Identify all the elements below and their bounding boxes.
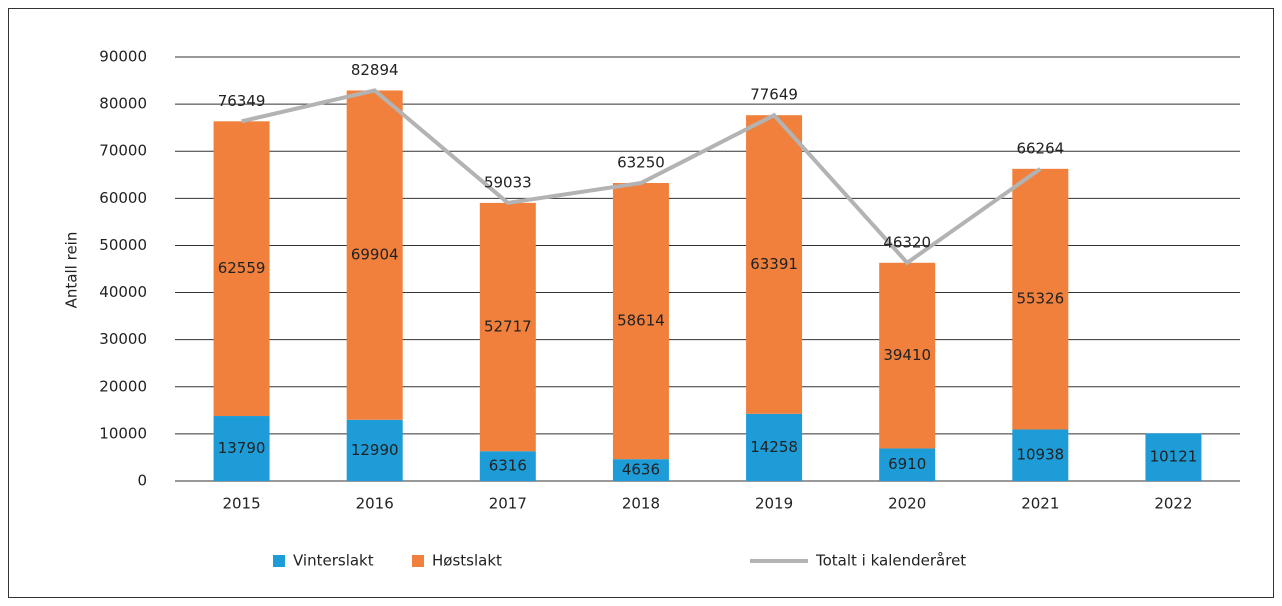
line-value-label: 46320 — [883, 233, 931, 251]
total-line — [241, 88, 1042, 266]
x-tick-label: 2016 — [356, 495, 394, 513]
bar — [612, 459, 669, 481]
bar-value-label: 4636 — [622, 461, 660, 479]
y-tick-label: 20000 — [99, 377, 147, 395]
bar — [479, 202, 536, 452]
x-tick-label: 2020 — [888, 495, 926, 513]
legend-label: Vinterslakt — [293, 552, 374, 570]
x-tick-label: 2022 — [1154, 495, 1192, 513]
bar-value-label: 58614 — [617, 312, 665, 330]
bar-value-label: 10938 — [1016, 446, 1064, 464]
bar — [746, 413, 803, 481]
x-tick-label: 2015 — [222, 495, 260, 513]
bar — [346, 90, 403, 420]
bar-value-label: 69904 — [351, 246, 399, 264]
bar — [879, 262, 936, 449]
y-tick-label: 60000 — [99, 189, 147, 207]
y-tick-label: 10000 — [99, 424, 147, 442]
legend-label: Høstslakt — [432, 552, 502, 570]
bar-value-label: 12990 — [351, 441, 399, 459]
line-value-label: 66264 — [1016, 139, 1064, 157]
bar — [479, 451, 536, 481]
bar — [346, 419, 403, 481]
line-value-label: 63250 — [617, 154, 665, 172]
line-value-label: 82894 — [351, 61, 399, 79]
bar-value-label: 63391 — [750, 255, 798, 273]
bar — [746, 115, 803, 414]
y-tick-label: 80000 — [99, 95, 147, 113]
y-tick-label: 30000 — [99, 330, 147, 348]
bar-value-label: 39410 — [883, 346, 931, 364]
bar — [612, 183, 669, 460]
bar-value-label: 62559 — [218, 259, 266, 277]
y-axis-label: Antall rein — [63, 232, 81, 309]
y-tick-label: 40000 — [99, 283, 147, 301]
bar — [1145, 433, 1202, 481]
legend-label: Totalt i kalenderåret — [815, 552, 966, 570]
x-tick-label: 2021 — [1021, 495, 1059, 513]
bar-value-label: 6316 — [489, 457, 527, 475]
bar — [213, 121, 270, 417]
bar — [213, 416, 270, 481]
bar-value-label: 52717 — [484, 318, 532, 336]
bar-value-label: 6910 — [888, 455, 926, 473]
bar — [879, 448, 936, 481]
bar — [1012, 168, 1069, 430]
y-tick-label: 0 — [137, 472, 147, 490]
line-value-label: 77649 — [750, 86, 798, 104]
y-tick-label: 50000 — [99, 236, 147, 254]
bar-value-label: 13790 — [218, 439, 266, 457]
line-value-label: 59033 — [484, 173, 532, 191]
bar-value-label: 10121 — [1150, 448, 1198, 466]
bar — [1012, 429, 1069, 481]
legend-swatch — [273, 555, 285, 567]
x-tick-label: 2017 — [489, 495, 527, 513]
x-tick-label: 2018 — [622, 495, 660, 513]
line-value-label: 76349 — [218, 92, 266, 110]
bar-value-label: 14258 — [750, 438, 798, 456]
x-tick-label: 2019 — [755, 495, 793, 513]
y-tick-label: 70000 — [99, 142, 147, 160]
bar-value-label: 55326 — [1016, 290, 1064, 308]
legend-swatch — [412, 555, 424, 567]
y-tick-label: 90000 — [99, 48, 147, 66]
